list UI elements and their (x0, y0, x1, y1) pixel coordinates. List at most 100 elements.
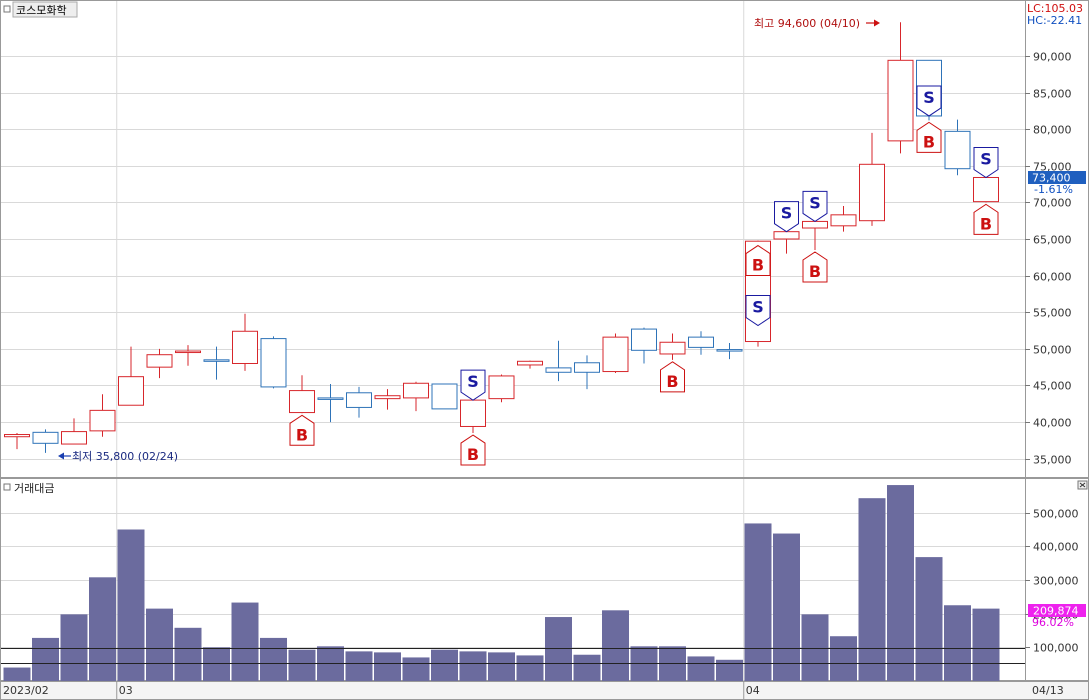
x-axis: 2023/02 03 04 04/13 (3, 681, 1064, 699)
candle[interactable] (631, 327, 657, 364)
candle[interactable] (346, 386, 372, 418)
candle-body (488, 375, 515, 400)
candle-body (203, 359, 230, 362)
volume-bar[interactable] (117, 529, 145, 682)
candle[interactable] (374, 389, 401, 410)
price-tick-label: 50,000 (1033, 344, 1072, 357)
price-tick-label: 45,000 (1033, 380, 1072, 393)
candle[interactable] (260, 336, 287, 389)
volume-bar[interactable] (915, 557, 943, 681)
candle[interactable] (89, 394, 116, 437)
volume-bar[interactable] (944, 605, 971, 681)
volume-bar[interactable] (516, 655, 544, 681)
candle[interactable] (146, 348, 173, 379)
low-annotation: 최저 35,800 (02/24) (72, 450, 178, 463)
candle-body (716, 349, 743, 352)
volume-bar[interactable] (887, 485, 914, 681)
volume-bar[interactable] (288, 649, 316, 681)
candle[interactable] (460, 399, 486, 434)
panel-menu-icon[interactable] (3, 5, 11, 13)
volume-bar[interactable] (345, 651, 373, 681)
volume-bar[interactable] (260, 637, 287, 681)
candle[interactable] (289, 375, 315, 414)
volume-bar[interactable] (830, 636, 857, 681)
candle[interactable] (175, 345, 201, 366)
volume-bar[interactable] (716, 659, 743, 681)
volume-bar[interactable] (573, 654, 601, 681)
buy-signal-shape (802, 251, 828, 283)
volume-bar[interactable] (801, 614, 829, 681)
sell-signal-marker: S (774, 201, 799, 233)
candle[interactable] (830, 206, 857, 232)
sell-signal-marker: S (460, 369, 486, 401)
panel-close-icon[interactable] (1077, 480, 1088, 490)
buy-signal-letter: B (467, 445, 479, 464)
candle[interactable] (317, 383, 344, 423)
volume-bar[interactable] (602, 610, 629, 681)
volume-bar[interactable] (687, 656, 715, 681)
volume-bar[interactable] (203, 647, 230, 681)
candle[interactable] (716, 342, 743, 360)
volume-bar[interactable] (858, 498, 886, 681)
price-tick-label: 60,000 (1033, 271, 1072, 284)
candle[interactable] (61, 418, 87, 445)
volume-bar[interactable] (744, 523, 772, 681)
candle[interactable] (944, 119, 971, 176)
candle-body (574, 362, 600, 373)
buy-signal-marker: B (916, 121, 942, 153)
candle[interactable] (859, 132, 885, 226)
candle[interactable] (232, 313, 258, 371)
volume-bar[interactable] (174, 627, 202, 681)
volume-bar[interactable] (545, 617, 572, 681)
price-tick-label: 65,000 (1033, 234, 1072, 247)
sell-signal-shape (774, 201, 799, 233)
candle[interactable] (602, 333, 629, 374)
volume-bar[interactable] (60, 614, 88, 681)
candle[interactable] (574, 355, 600, 390)
volume-bar[interactable] (89, 577, 116, 681)
candle-body (517, 360, 543, 366)
candle-body (973, 176, 999, 203)
candle-body (317, 397, 344, 400)
candle[interactable] (688, 331, 714, 355)
volume-tick-label: 100,000 (1033, 642, 1079, 655)
candle[interactable] (488, 374, 515, 403)
volume-bar[interactable] (374, 652, 401, 681)
volume-bar[interactable] (3, 667, 31, 681)
candle[interactable] (545, 340, 572, 382)
volume-bar[interactable] (488, 652, 515, 681)
volume-bar[interactable] (32, 637, 59, 681)
candle-body (802, 220, 828, 229)
buy-signal-shape (660, 361, 685, 393)
candle[interactable] (32, 429, 59, 453)
candle[interactable] (431, 383, 458, 410)
volume-bar[interactable] (231, 602, 259, 681)
buy-signal-marker: B (973, 203, 999, 235)
candle[interactable] (887, 22, 914, 154)
stock-name-box[interactable] (12, 1, 78, 18)
sell-signal-shape (916, 85, 942, 117)
sell-signal-letter: S (752, 298, 764, 317)
volume-bar[interactable] (431, 649, 458, 681)
volume-menu-icon[interactable] (3, 483, 11, 491)
candle[interactable] (403, 381, 429, 412)
candle[interactable] (4, 433, 30, 450)
candle[interactable] (203, 346, 230, 380)
sell-signal-shape (973, 146, 999, 179)
buy-signal-marker: B (289, 414, 315, 446)
candle[interactable] (517, 360, 543, 369)
candlestick-series[interactable] (4, 22, 999, 453)
candle-body (118, 376, 144, 406)
volume-bar[interactable] (459, 651, 487, 681)
volume-bar[interactable] (146, 608, 173, 681)
volume-tick-label: 300,000 (1033, 575, 1079, 588)
candle[interactable] (659, 333, 686, 360)
buy-signal-shape (460, 434, 486, 466)
volume-bar[interactable] (972, 608, 1000, 681)
volume-bar[interactable] (402, 657, 430, 681)
volume-tag-value: 209,874 (1033, 605, 1079, 618)
candle[interactable] (118, 346, 144, 406)
volume-bar[interactable] (773, 533, 800, 681)
